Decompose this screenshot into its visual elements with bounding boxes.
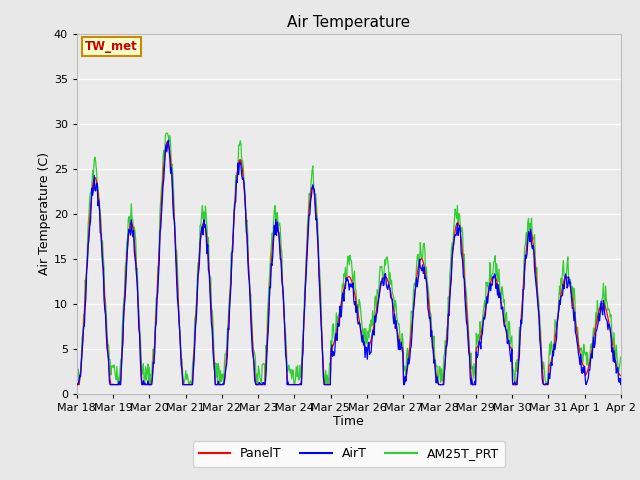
X-axis label: Time: Time [333,415,364,429]
Text: TW_met: TW_met [85,40,138,53]
Legend: PanelT, AirT, AM25T_PRT: PanelT, AirT, AM25T_PRT [193,441,505,467]
Y-axis label: Air Temperature (C): Air Temperature (C) [38,152,51,275]
Title: Air Temperature: Air Temperature [287,15,410,30]
